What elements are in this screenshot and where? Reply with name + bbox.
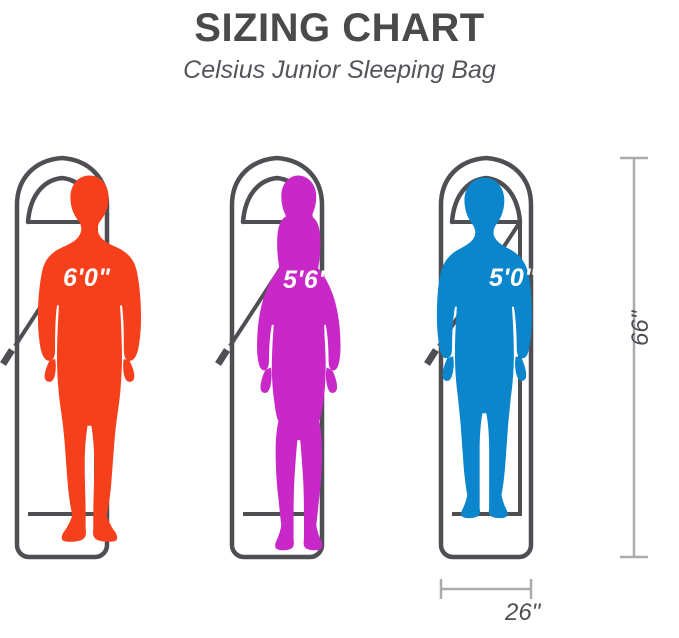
bag-zipper-pull-1 — [0, 348, 15, 366]
bag-zipper-pull-2 — [215, 348, 230, 366]
height-dimension-line — [620, 156, 648, 559]
height-dimension-label: 66" — [627, 310, 654, 346]
page-subtitle: Celsius Junior Sleeping Bag — [183, 56, 496, 84]
size-label-child: 5'0" — [489, 264, 537, 292]
bag-zipper-pull-3 — [424, 348, 439, 366]
width-dimension-label: 26" — [505, 599, 541, 626]
size-label-adult: 6'0" — [63, 264, 111, 292]
width-dimension-line — [439, 579, 533, 599]
bag-outer-shell-2 — [229, 155, 325, 560]
adult-female-silhouette — [257, 175, 341, 551]
bag-outer-shell-3 — [438, 155, 534, 560]
page-title: SIZING CHART — [194, 6, 485, 50]
adult-male-silhouette — [37, 175, 142, 542]
chart-header: SIZING CHART Celsius Junior Sleeping Bag — [0, 0, 679, 86]
size-label-teen: 5'6" — [283, 266, 331, 294]
